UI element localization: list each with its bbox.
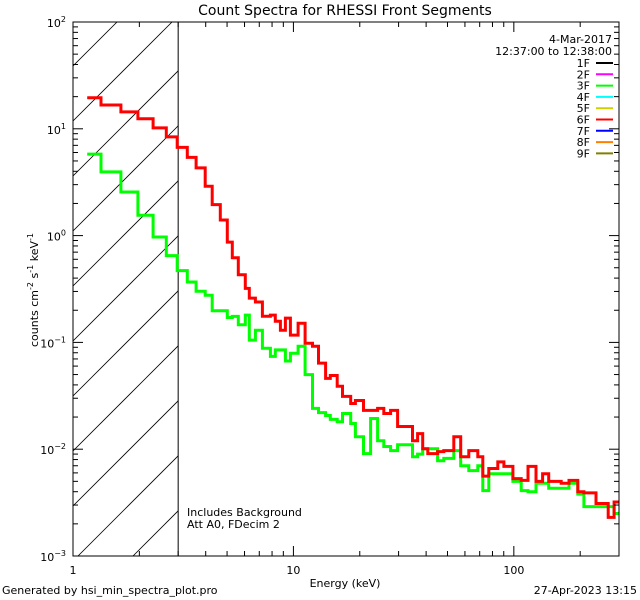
legend-label: 9F [577, 147, 590, 160]
hatch-line [77, 455, 179, 556]
series-line-3f [87, 152, 619, 515]
plot-frame [72, 21, 620, 557]
legend: 4-Mar-2017 12:37:00 to 12:38:00 1F2F3F4F… [495, 33, 613, 160]
legend-label: 5F [577, 102, 590, 115]
x-tick-label: 10 [286, 564, 300, 577]
y-tick-label: 10−2 [40, 442, 66, 457]
hatched-region [73, 22, 179, 556]
x-axis-label: Energy (keV) [310, 577, 381, 590]
legend-label: 1F [577, 57, 590, 70]
footer-generated-by: Generated by hsi_min_spectra_plot.pro [2, 584, 218, 597]
legend-label: 6F [577, 114, 590, 127]
hatch-line [73, 70, 179, 177]
y-tick-label: 10−1 [40, 335, 66, 350]
legend-time-range: 12:37:00 to 12:38:00 [495, 45, 612, 58]
legend-label: 2F [577, 68, 590, 81]
hatch-line [73, 400, 179, 507]
legend-label: 3F [577, 80, 590, 93]
annotation-background: Includes Background [187, 506, 302, 519]
axis-ticks [72, 21, 620, 557]
legend-entry-3f: 3F [577, 80, 613, 93]
legend-label: 4F [577, 91, 590, 104]
legend-entry-9f: 9F [577, 147, 613, 160]
hatch-line [73, 125, 179, 232]
hatch-line [73, 180, 179, 287]
y-tick-label: 10−3 [40, 549, 66, 564]
chart-title: Count Spectra for RHESSI Front Segments [198, 3, 492, 19]
y-tick-label: 101 [47, 122, 66, 137]
legend-entry-4f: 4F [577, 91, 613, 104]
legend-entry-2f: 2F [577, 68, 613, 81]
hatch-line [73, 22, 173, 122]
y-tick-label: 102 [47, 15, 66, 30]
legend-entry-8f: 8F [577, 136, 613, 149]
y-tick-label: 100 [47, 229, 66, 244]
series-line-6f [87, 96, 619, 519]
legend-entry-5f: 5F [577, 102, 613, 115]
legend-date: 4-Mar-2017 [549, 33, 612, 46]
hatch-line [73, 235, 179, 342]
hatch-line [73, 290, 179, 397]
annotation-attenuator: Att A0, FDecim 2 [187, 518, 280, 531]
x-tick-label: 100 [503, 564, 524, 577]
legend-entry-7f: 7F [577, 125, 613, 138]
y-axis-label: counts cm-2 s-1 keV-1 [26, 233, 41, 347]
hatch-line [73, 345, 179, 452]
footer-timestamp: 27-Apr-2023 13:15 [534, 584, 637, 597]
legend-label: 7F [577, 125, 590, 138]
legend-entry-1f: 1F [577, 57, 613, 70]
hatch-line [132, 510, 179, 556]
x-tick-label: 1 [70, 564, 77, 577]
legend-label: 8F [577, 136, 590, 149]
legend-entry-6f: 6F [577, 114, 613, 127]
